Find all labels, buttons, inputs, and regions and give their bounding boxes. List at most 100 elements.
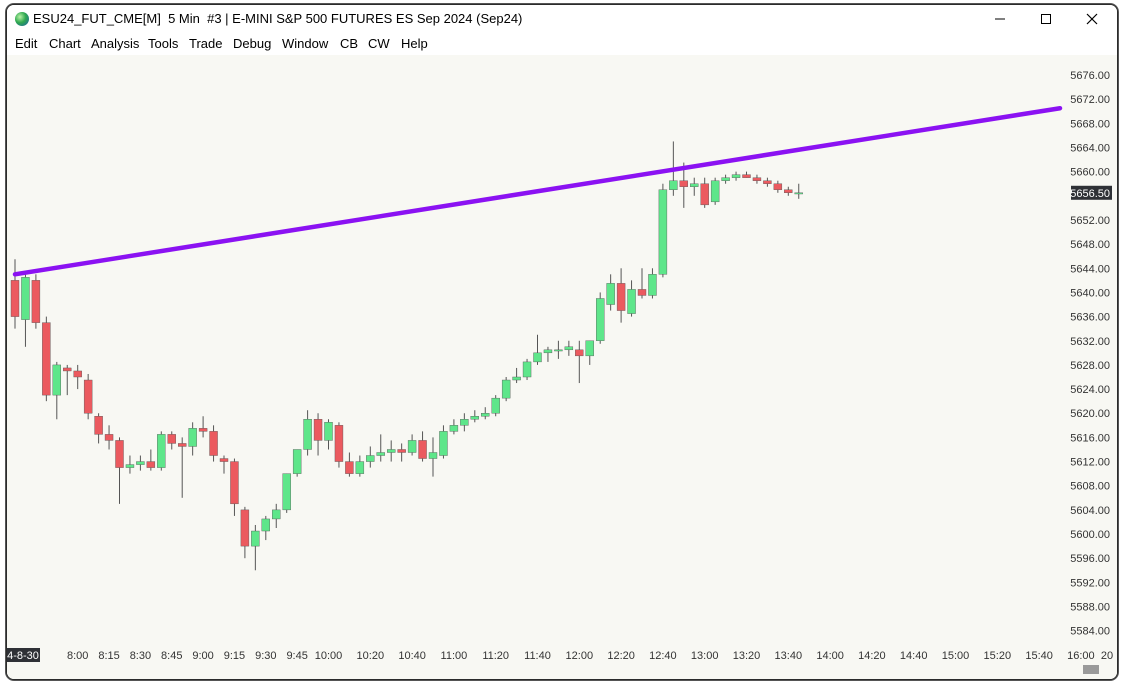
candle-down[interactable] [345, 461, 354, 474]
candle-up[interactable] [125, 464, 135, 468]
candle-up[interactable] [731, 174, 741, 178]
horizontal-scrollbar-thumb[interactable] [1083, 665, 1099, 674]
candle-down[interactable] [167, 434, 176, 444]
menu-debug[interactable]: Debug [233, 36, 272, 51]
menu-window[interactable]: Window [282, 36, 329, 51]
candle-up[interactable] [533, 352, 542, 363]
x-tick-label: 8:30 [130, 650, 151, 662]
candle-up[interactable] [376, 452, 385, 456]
candle-up[interactable] [648, 274, 657, 296]
menu-trade[interactable]: Trade [189, 36, 223, 51]
candle-down[interactable] [784, 189, 793, 193]
price-chart[interactable]: 5676.00 5672.00 5668.00 5664.00 5660.00 5652.… [7, 55, 1117, 679]
trendline[interactable] [12, 105, 1063, 277]
minimize-button[interactable] [977, 5, 1023, 33]
candle-up[interactable] [794, 192, 803, 195]
candle-down[interactable] [104, 434, 114, 441]
candle-down[interactable] [146, 461, 156, 468]
candle-up[interactable] [460, 419, 469, 426]
candle-up[interactable] [481, 413, 490, 417]
candle-down[interactable] [616, 283, 626, 311]
close-button[interactable] [1069, 5, 1115, 33]
candle-up[interactable] [366, 455, 375, 462]
candle-up[interactable] [282, 473, 291, 511]
candle-up[interactable] [512, 376, 521, 381]
candle-up[interactable] [407, 440, 417, 453]
candle-down[interactable] [42, 322, 51, 396]
candle-up[interactable] [721, 177, 730, 181]
candle-up[interactable] [272, 509, 281, 520]
candle-up[interactable] [669, 180, 678, 190]
candle-up[interactable] [439, 431, 448, 456]
candle-down[interactable] [94, 416, 103, 435]
candle-down[interactable] [397, 449, 406, 453]
menu-tools[interactable]: Tools [148, 36, 179, 51]
candle-down[interactable] [240, 509, 250, 547]
candle-down[interactable] [763, 180, 772, 184]
candle-up[interactable] [522, 361, 532, 378]
candle-up[interactable] [449, 425, 459, 432]
candle-up[interactable] [554, 349, 563, 352]
candle-up[interactable] [387, 449, 396, 453]
candle-down[interactable] [63, 367, 72, 372]
candle-down[interactable] [10, 280, 20, 317]
candle-down[interactable] [334, 425, 344, 462]
candle-up[interactable] [157, 434, 166, 468]
x-tick-label: 4-8-30 [7, 650, 39, 662]
candle-down[interactable] [679, 180, 688, 187]
menu-cw[interactable]: CW [368, 36, 390, 51]
candle-down[interactable] [31, 280, 41, 323]
candle-up[interactable] [501, 379, 511, 399]
candle-up[interactable] [188, 428, 197, 447]
candle-down[interactable] [83, 379, 93, 414]
candle-up[interactable] [543, 349, 553, 354]
title-bar[interactable]: ESU24_FUT_CME[M] 5 Min #3 | E-MINI S&P 5… [7, 5, 1117, 33]
candle-up[interactable] [21, 277, 30, 320]
menu-edit[interactable]: Edit [15, 36, 38, 51]
candle-down[interactable] [115, 440, 124, 468]
candle-down[interactable] [209, 431, 218, 456]
candle-up[interactable] [606, 283, 615, 305]
y-tick-label: 5648.00 [1070, 239, 1110, 251]
menu-cb[interactable]: CB [340, 36, 359, 51]
menu-help[interactable]: Help [401, 36, 428, 51]
candle-down[interactable] [177, 443, 187, 447]
candle-up[interactable] [355, 461, 365, 474]
candle-up[interactable] [596, 298, 605, 341]
candle-up[interactable] [52, 364, 61, 396]
candle-down[interactable] [418, 440, 427, 459]
candle-up[interactable] [564, 346, 574, 351]
candle-up[interactable] [303, 419, 312, 450]
candle-up[interactable] [136, 461, 145, 465]
menu-chart[interactable]: Chart [49, 36, 81, 51]
chart-window: ESU24_FUT_CME[M] 5 Min #3 | E-MINI S&P 5… [6, 4, 1118, 680]
candle-down[interactable] [575, 349, 584, 357]
maximize-button[interactable] [1023, 5, 1069, 33]
candle-down[interactable] [773, 183, 783, 190]
y-tick-label: 5644.00 [1070, 263, 1110, 275]
candle-up[interactable] [324, 422, 333, 441]
candle-down[interactable] [700, 183, 709, 206]
candle-down[interactable] [219, 458, 229, 462]
candle-up[interactable] [491, 397, 500, 414]
candle-down[interactable] [73, 370, 82, 378]
candle-up[interactable] [470, 416, 479, 420]
x-tick-label: 11:40 [524, 650, 551, 662]
candle-up[interactable] [251, 530, 260, 547]
candle-up[interactable] [292, 449, 302, 474]
candle-up[interactable] [261, 518, 271, 532]
candle-down[interactable] [742, 174, 751, 178]
candle-up[interactable] [428, 452, 438, 459]
x-tick-label: 13:00 [691, 650, 719, 662]
candle-down[interactable] [752, 177, 762, 181]
candle-up[interactable] [658, 189, 668, 275]
candle-up[interactable] [710, 180, 720, 203]
candle-down[interactable] [637, 289, 647, 296]
candle-down[interactable] [198, 428, 208, 432]
candle-down[interactable] [313, 419, 323, 441]
candle-up[interactable] [585, 340, 594, 357]
candle-up[interactable] [627, 289, 636, 314]
candle-up[interactable] [690, 183, 699, 187]
menu-analysis[interactable]: Analysis [91, 36, 140, 51]
candle-down[interactable] [230, 461, 239, 505]
